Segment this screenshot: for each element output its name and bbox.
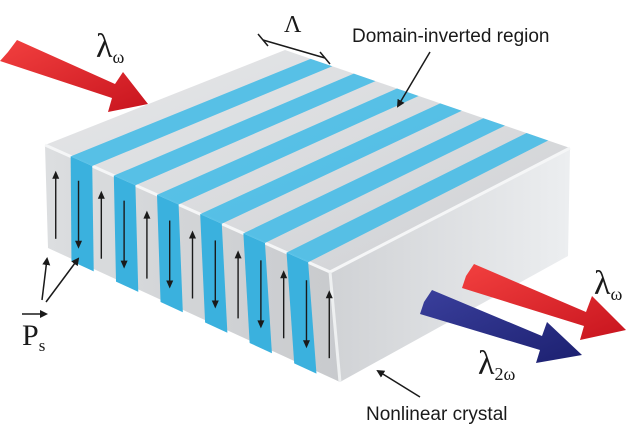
period-label: Λ xyxy=(284,12,302,38)
output-second-harmonic-beam xyxy=(420,290,582,363)
polarization-arrowhead xyxy=(280,270,288,279)
nonlinear-crystal-annotation: Nonlinear crystal xyxy=(366,369,508,425)
output-fundamental-beam xyxy=(462,264,626,340)
output-subscript: ω xyxy=(611,284,623,304)
domain-stripe-top xyxy=(243,118,505,244)
domain-inverted-annotation: Domain-inverted region xyxy=(352,26,550,108)
polarization-arrowhead xyxy=(211,300,219,309)
input-subscript: ω xyxy=(113,47,125,67)
polarization-annotation: Ps xyxy=(22,257,80,355)
polarization-arrowhead xyxy=(325,290,333,299)
second-harmonic-wavelength-label: λ2ω xyxy=(478,345,516,384)
crystal-vertical-edge xyxy=(328,271,342,383)
shg-subscript: 2ω xyxy=(495,364,516,384)
output-lambda: λ xyxy=(594,265,611,302)
nonlinear-crystal-label: Nonlinear crystal xyxy=(366,404,508,425)
domain-stripe-top xyxy=(200,103,462,224)
svg-text:Ps: Ps xyxy=(22,319,45,355)
domain-stripe-front xyxy=(200,214,228,333)
polarization-arrowhead xyxy=(166,280,174,289)
shg-lambda: λ xyxy=(478,345,495,382)
polarization-arrows xyxy=(52,170,333,359)
polarization-subscript: s xyxy=(39,336,46,355)
polarization-arrowhead xyxy=(257,320,265,329)
domain-stripe-top xyxy=(157,88,419,205)
domain-stripe-front xyxy=(70,156,94,272)
domain-stripes xyxy=(70,58,549,374)
polarization-arrowhead xyxy=(143,210,151,219)
domain-inverted-label: Domain-inverted region xyxy=(352,26,550,47)
crystal-side-face xyxy=(330,148,570,382)
domain-stripe-front xyxy=(113,175,139,292)
nonlinear-crystal-pointer xyxy=(376,369,421,398)
output-wavelength-label: λω xyxy=(594,265,623,304)
polarization-arrowhead xyxy=(52,170,60,179)
polarization-symbol: P xyxy=(22,319,39,352)
domain-inverted-pointer xyxy=(396,51,431,108)
polarization-arrowhead xyxy=(97,190,105,199)
polarization-arrowhead xyxy=(75,240,83,249)
polarization-arrowhead xyxy=(120,260,128,269)
domain-stripe-top xyxy=(286,133,549,263)
domain-stripe-front xyxy=(243,233,272,354)
period-marker: Λ xyxy=(257,12,331,65)
domain-stripe-top xyxy=(113,73,376,186)
domain-stripe-top xyxy=(70,58,333,167)
polarization-arrowhead xyxy=(302,340,310,349)
input-wavelength-label: λω xyxy=(96,28,125,67)
polarization-arrowhead xyxy=(234,250,242,259)
input-lambda: λ xyxy=(96,28,113,65)
polarization-arrowhead xyxy=(189,230,196,239)
input-fundamental-beam xyxy=(0,40,148,112)
domain-stripe-front xyxy=(286,252,317,374)
